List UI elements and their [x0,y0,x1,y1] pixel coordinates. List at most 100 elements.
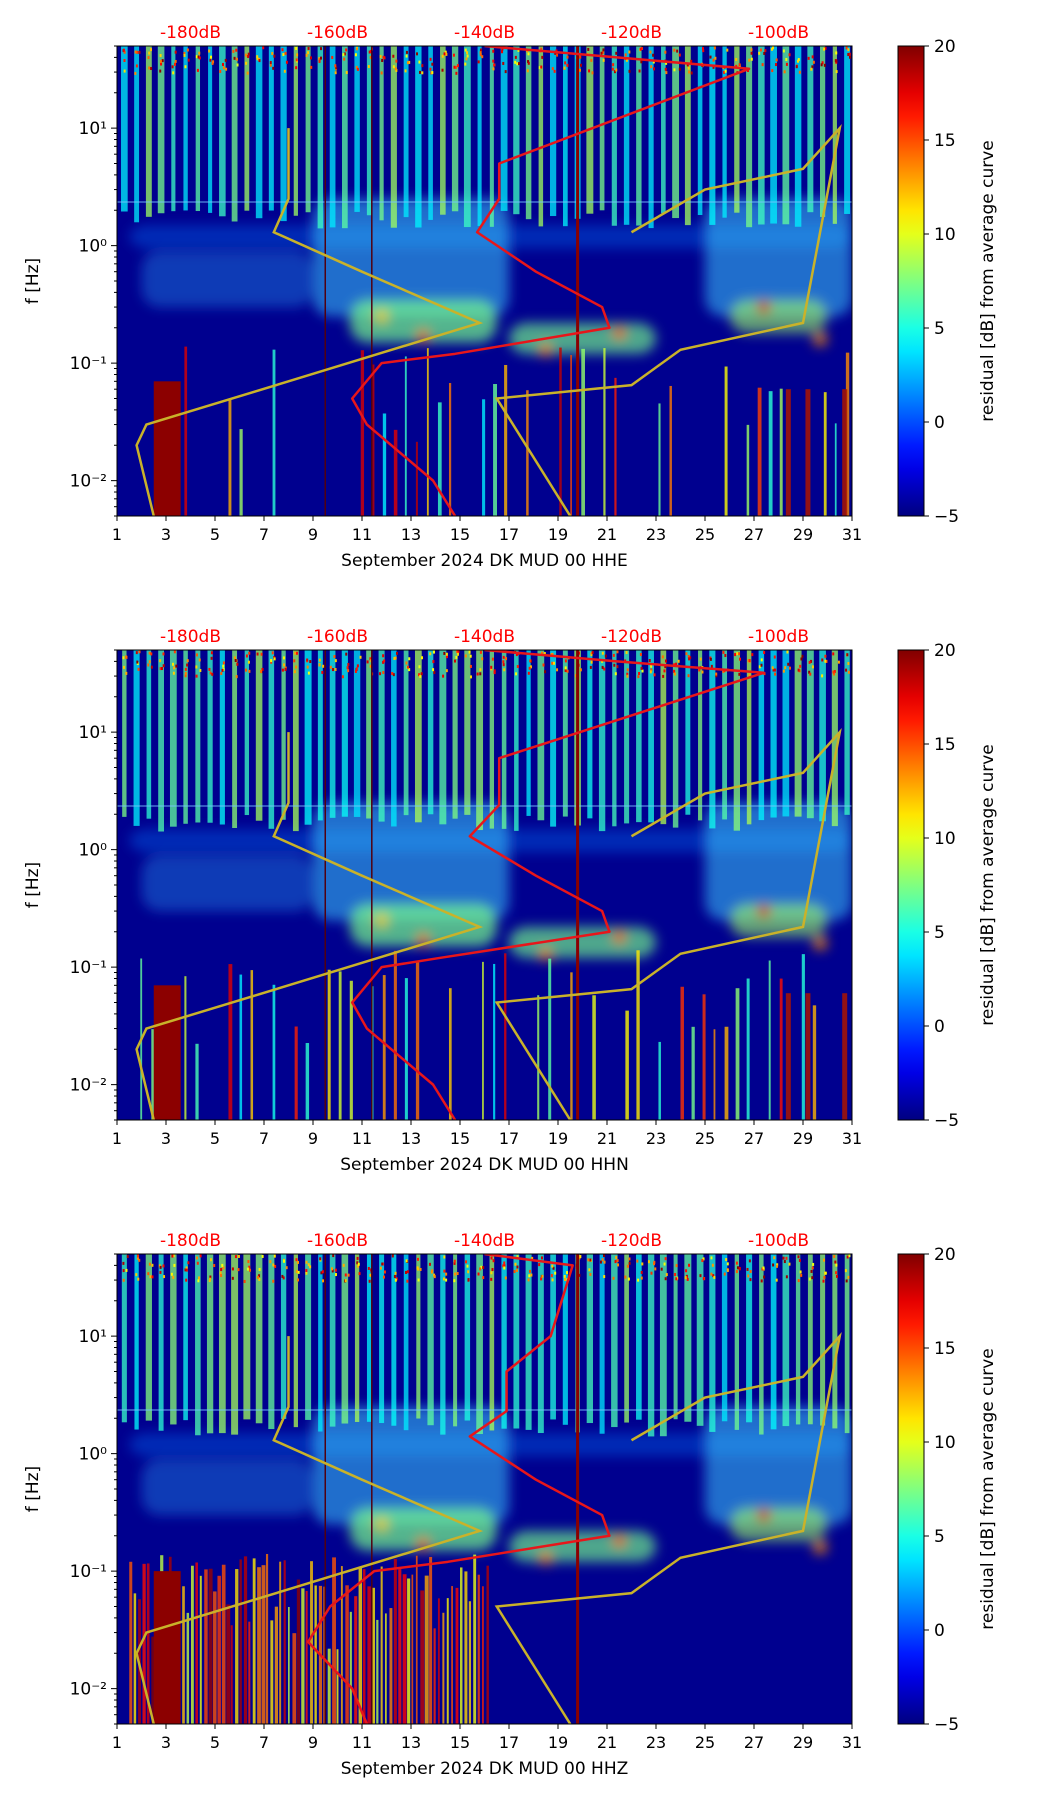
top-db-tick-label: -160dB [307,1231,368,1251]
top-db-tick-label: -180dB [160,1231,221,1251]
x-tick-label: 21 [597,1733,617,1752]
x-tick-label: 3 [161,1733,171,1752]
spectrogram-texture [117,1254,852,1724]
colorbar-tick-label: 15 [934,1339,956,1359]
x-tick-label: 1 [112,1733,122,1752]
y-tick-label: 10⁰ [79,1445,108,1465]
x-tick-label: 23 [646,1129,666,1148]
x-tick-label: 31 [842,1129,862,1148]
x-tick-label: 25 [695,1129,715,1148]
y-tick-label: 10¹ [79,119,107,139]
x-tick-label: 7 [259,1129,269,1148]
top-db-tick-label: -120dB [601,627,662,647]
colorbar-tick-label: 0 [934,413,945,433]
colorbar-tick-label: 0 [934,1017,945,1037]
y-tick-label: 10⁰ [79,237,108,257]
top-db-tick-label: -180dB [160,23,221,43]
top-db-tick-label: -140dB [454,23,515,43]
spectrogram-panel: 1 3 5 7 9 11 13 15 17 19 21 23 25 27 29 31 September 202… [0,1208,1052,1808]
colorbar-label: residual [dB] from average curve [978,744,998,1025]
y-tick-label: 10⁻¹ [70,354,107,374]
colorbar-tick-label: −5 [934,507,959,527]
psd-curve [350,650,766,1120]
x-tick-label: 23 [646,525,666,544]
top-db-tick-label: -160dB [307,23,368,43]
top-db-tick-label: -100dB [748,1231,809,1251]
x-tick-label: 9 [308,1733,318,1752]
x-tick-label: 27 [744,1733,764,1752]
colorbar-tick-label: −5 [934,1111,959,1131]
x-tick-label: 19 [548,525,568,544]
x-tick-label: 9 [308,525,318,544]
top-db-tick-label: -120dB [601,23,662,43]
top-db-tick-label: -100dB [748,627,809,647]
colorbar [897,649,925,1121]
x-tick-label: 31 [842,525,862,544]
colorbar-tick-label: 10 [934,225,956,245]
spectrogram-texture [117,46,852,516]
colorbar-label: residual [dB] from average curve [978,1348,998,1629]
x-tick-label: 5 [210,525,220,544]
x-tick-label: 21 [597,525,617,544]
x-tick-label: 29 [793,525,813,544]
x-tick-label: 27 [744,525,764,544]
x-tick-label: 17 [499,525,519,544]
gold-curve [135,732,484,1120]
x-tick-label: 17 [499,1733,519,1752]
colorbar-tick-label: 20 [934,641,956,661]
x-tick-label: 11 [352,525,372,544]
spectrogram-panel: 1 3 5 7 9 11 13 15 17 19 21 23 25 27 29 31 September 202… [0,604,1052,1204]
y-axis-label: f [Hz] [23,1466,43,1512]
x-tick-label: 3 [161,1129,171,1148]
colorbar-tick-label: 20 [934,37,956,57]
x-tick-label: 19 [548,1733,568,1752]
psd-curve [306,1254,611,1724]
colorbar [897,1253,925,1725]
y-tick-label: 10¹ [79,723,107,743]
top-db-tick-label: -140dB [454,1231,515,1251]
x-tick-label: 19 [548,1129,568,1148]
gold-curve [135,1336,484,1724]
colorbar-tick-label: 15 [934,131,956,151]
x-tick-label: 1 [112,525,122,544]
x-tick-label: 15 [450,525,470,544]
x-tick-label: 25 [695,1733,715,1752]
gold-curve [494,727,842,1120]
y-axis-label: f [Hz] [23,258,43,304]
x-axis-label: September 2024 DK MUD 00 HHE [341,551,628,571]
colorbar-tick-label: 10 [934,1433,956,1453]
colorbar-tick-label: 20 [934,1245,956,1265]
y-tick-label: 10¹ [79,1327,107,1347]
x-tick-label: 5 [210,1733,220,1752]
x-tick-label: 13 [401,525,421,544]
x-tick-label: 5 [210,1129,220,1148]
gold-curve [135,128,484,516]
spectrogram-panel: 1 3 5 7 9 11 13 15 17 19 21 23 25 27 29 31 September 202… [0,0,1052,600]
colorbar-label: residual [dB] from average curve [978,140,998,421]
x-tick-label: 29 [793,1129,813,1148]
x-tick-label: 13 [401,1733,421,1752]
x-tick-label: 7 [259,525,269,544]
colorbar-tick-label: 10 [934,829,956,849]
colorbar-tick-label: 0 [934,1621,945,1641]
gold-curve [494,123,842,516]
x-tick-label: 15 [450,1129,470,1148]
y-axis-label: f [Hz] [23,862,43,908]
colorbar-tick-label: −5 [934,1715,959,1735]
colorbar-tick-label: 5 [934,319,945,339]
colorbar-tick-label: 5 [934,923,945,943]
y-tick-label: 10⁻² [70,1680,107,1700]
x-tick-label: 27 [744,1129,764,1148]
x-tick-label: 11 [352,1129,372,1148]
x-tick-label: 15 [450,1733,470,1752]
colorbar [897,45,925,517]
colorbar-tick-label: 15 [934,735,956,755]
x-tick-label: 29 [793,1733,813,1752]
gold-curve [494,1331,842,1724]
y-tick-label: 10⁰ [79,841,108,861]
y-tick-label: 10⁻² [70,472,107,492]
